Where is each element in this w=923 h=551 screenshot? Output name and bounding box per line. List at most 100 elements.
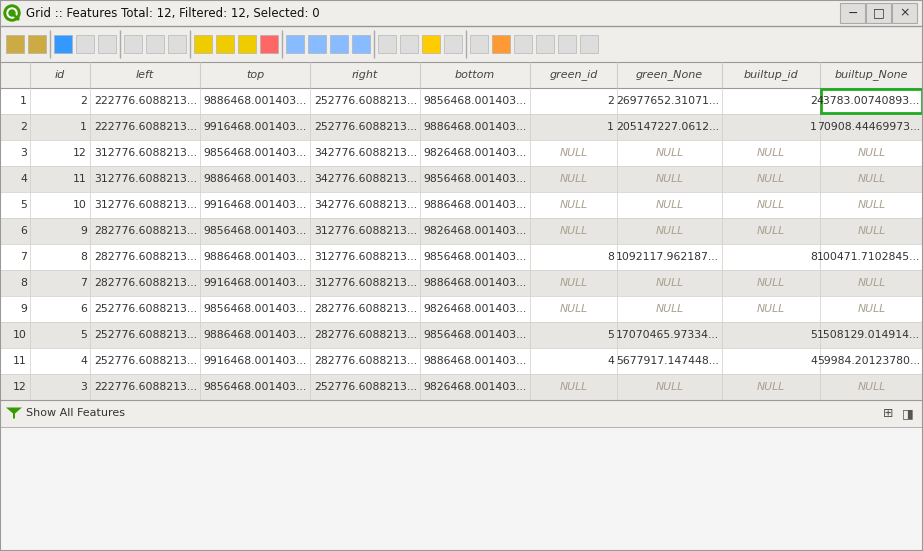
Bar bbox=[444, 35, 462, 53]
Circle shape bbox=[9, 10, 15, 16]
Text: green_None: green_None bbox=[636, 69, 703, 80]
Text: 9856468.001403...: 9856468.001403... bbox=[204, 148, 307, 158]
Text: 17070465.97334...: 17070465.97334... bbox=[616, 330, 719, 340]
Bar bbox=[892, 3, 917, 23]
Text: 2: 2 bbox=[810, 96, 817, 106]
Text: NULL: NULL bbox=[857, 200, 885, 210]
Text: 2: 2 bbox=[20, 122, 27, 132]
Text: 282776.6088213...: 282776.6088213... bbox=[314, 356, 417, 366]
Bar bbox=[330, 35, 348, 53]
Bar bbox=[558, 35, 576, 53]
Text: 8: 8 bbox=[607, 252, 614, 262]
Bar bbox=[470, 35, 488, 53]
Bar bbox=[514, 35, 532, 53]
Text: NULL: NULL bbox=[655, 304, 684, 314]
Text: NULL: NULL bbox=[559, 200, 588, 210]
Text: NULL: NULL bbox=[655, 200, 684, 210]
Text: 9856468.001403...: 9856468.001403... bbox=[204, 382, 307, 392]
Text: 282776.6088213...: 282776.6088213... bbox=[314, 304, 417, 314]
Text: NULL: NULL bbox=[655, 174, 684, 184]
Text: 252776.6088213...: 252776.6088213... bbox=[314, 382, 417, 392]
Text: 9856468.001403...: 9856468.001403... bbox=[424, 252, 527, 262]
Text: 6: 6 bbox=[20, 226, 27, 236]
Text: 312776.6088213...: 312776.6088213... bbox=[94, 174, 197, 184]
Bar bbox=[422, 35, 440, 53]
Text: builtup_id: builtup_id bbox=[744, 69, 798, 80]
Bar bbox=[124, 35, 142, 53]
Text: NULL: NULL bbox=[757, 226, 785, 236]
Text: 3: 3 bbox=[20, 148, 27, 158]
Text: NULL: NULL bbox=[757, 174, 785, 184]
Text: 5: 5 bbox=[607, 330, 614, 340]
Circle shape bbox=[4, 5, 20, 21]
Text: 4: 4 bbox=[607, 356, 614, 366]
Text: 9856468.001403...: 9856468.001403... bbox=[204, 304, 307, 314]
Bar bbox=[0, 140, 923, 166]
Bar bbox=[0, 26, 923, 62]
Bar bbox=[0, 374, 923, 400]
Bar bbox=[0, 114, 923, 140]
Bar bbox=[194, 35, 212, 53]
Text: NULL: NULL bbox=[857, 226, 885, 236]
Text: 5677917.147448...: 5677917.147448... bbox=[617, 356, 719, 366]
Text: 282776.6088213...: 282776.6088213... bbox=[94, 226, 197, 236]
Text: 7: 7 bbox=[80, 278, 87, 288]
Circle shape bbox=[7, 8, 17, 18]
Bar bbox=[0, 400, 923, 427]
Text: 9886468.001403...: 9886468.001403... bbox=[424, 356, 527, 366]
Text: 9886468.001403...: 9886468.001403... bbox=[424, 278, 527, 288]
Text: 9: 9 bbox=[20, 304, 27, 314]
Text: 9856468.001403...: 9856468.001403... bbox=[424, 96, 527, 106]
Text: NULL: NULL bbox=[559, 304, 588, 314]
Text: 1: 1 bbox=[80, 122, 87, 132]
Text: 222776.6088213...: 222776.6088213... bbox=[94, 122, 197, 132]
Text: NULL: NULL bbox=[757, 200, 785, 210]
Text: □: □ bbox=[872, 7, 884, 19]
Text: 1: 1 bbox=[810, 122, 817, 132]
Text: 100471.7102845...: 100471.7102845... bbox=[817, 252, 920, 262]
Bar bbox=[0, 218, 923, 244]
Text: 11: 11 bbox=[73, 174, 87, 184]
Bar bbox=[0, 348, 923, 374]
Text: 11: 11 bbox=[13, 356, 27, 366]
Text: 252776.6088213...: 252776.6088213... bbox=[94, 356, 197, 366]
Text: id: id bbox=[54, 70, 66, 80]
Text: 4: 4 bbox=[810, 356, 817, 366]
Bar bbox=[400, 35, 418, 53]
Bar bbox=[840, 3, 865, 23]
Text: NULL: NULL bbox=[655, 382, 684, 392]
Bar bbox=[146, 35, 164, 53]
Text: 5: 5 bbox=[20, 200, 27, 210]
Bar bbox=[76, 35, 94, 53]
Text: 252776.6088213...: 252776.6088213... bbox=[94, 304, 197, 314]
Text: 8: 8 bbox=[80, 252, 87, 262]
Text: NULL: NULL bbox=[655, 226, 684, 236]
Text: NULL: NULL bbox=[757, 278, 785, 288]
Text: 9886468.001403...: 9886468.001403... bbox=[204, 252, 307, 262]
Bar bbox=[536, 35, 554, 53]
Text: −: − bbox=[847, 7, 857, 19]
Text: NULL: NULL bbox=[857, 382, 885, 392]
Text: 43783.00740893...: 43783.00740893... bbox=[817, 96, 920, 106]
Text: 7: 7 bbox=[20, 252, 27, 262]
Text: 9916468.001403...: 9916468.001403... bbox=[204, 122, 307, 132]
Bar bbox=[352, 35, 370, 53]
Text: 10: 10 bbox=[73, 200, 87, 210]
Text: 4: 4 bbox=[20, 174, 27, 184]
Text: 9886468.001403...: 9886468.001403... bbox=[204, 96, 307, 106]
Text: 12: 12 bbox=[13, 382, 27, 392]
Text: 342776.6088213...: 342776.6088213... bbox=[314, 174, 417, 184]
Text: 252776.6088213...: 252776.6088213... bbox=[314, 122, 417, 132]
Text: 9886468.001403...: 9886468.001403... bbox=[204, 174, 307, 184]
Text: 9856468.001403...: 9856468.001403... bbox=[424, 330, 527, 340]
Text: 9856468.001403...: 9856468.001403... bbox=[424, 174, 527, 184]
Text: NULL: NULL bbox=[857, 148, 885, 158]
Text: 312776.6088213...: 312776.6088213... bbox=[314, 252, 417, 262]
Text: 2: 2 bbox=[607, 96, 614, 106]
Text: 9886468.001403...: 9886468.001403... bbox=[204, 330, 307, 340]
Text: 9916468.001403...: 9916468.001403... bbox=[204, 200, 307, 210]
Bar bbox=[54, 35, 72, 53]
Text: 9826468.001403...: 9826468.001403... bbox=[424, 226, 527, 236]
Bar bbox=[286, 35, 304, 53]
Text: NULL: NULL bbox=[655, 148, 684, 158]
